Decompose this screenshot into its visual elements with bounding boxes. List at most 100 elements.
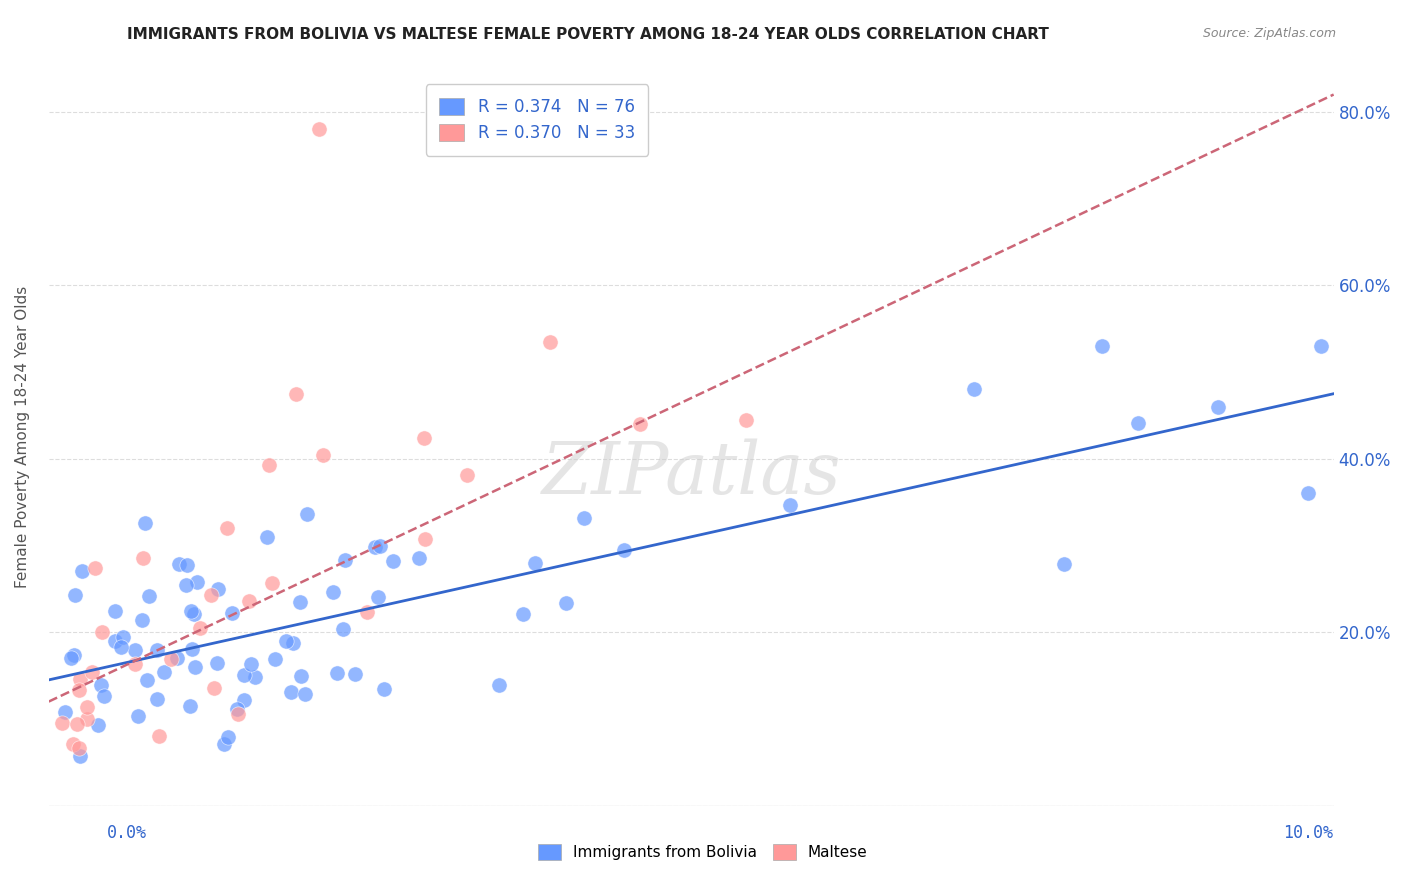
Point	[280, 685, 302, 699]
Point	[179, 698, 201, 713]
Point	[124, 657, 146, 671]
Point	[67, 740, 90, 755]
Point	[183, 607, 205, 622]
Point	[262, 576, 284, 591]
Point	[91, 624, 114, 639]
Point	[288, 595, 311, 609]
Text: 10.0%: 10.0%	[1282, 824, 1333, 842]
Point	[221, 606, 243, 620]
Point	[53, 705, 76, 719]
Point	[256, 530, 278, 544]
Point	[232, 667, 254, 681]
Point	[297, 507, 319, 521]
Point	[1206, 400, 1229, 414]
Point	[554, 596, 576, 610]
Point	[51, 715, 73, 730]
Point	[145, 642, 167, 657]
Point	[257, 458, 280, 472]
Point	[308, 122, 330, 136]
Point	[456, 468, 478, 483]
Text: 0.0%: 0.0%	[107, 824, 146, 842]
Point	[76, 712, 98, 726]
Point	[200, 589, 222, 603]
Point	[80, 665, 103, 680]
Point	[167, 558, 190, 572]
Point	[779, 499, 801, 513]
Point	[65, 717, 87, 731]
Point	[322, 585, 344, 599]
Point	[332, 622, 354, 636]
Point	[134, 516, 156, 531]
Point	[326, 665, 349, 680]
Point	[159, 652, 181, 666]
Point	[176, 577, 198, 591]
Text: IMMIGRANTS FROM BOLIVIA VS MALTESE FEMALE POVERTY AMONG 18-24 YEAR OLDS CORRELAT: IMMIGRANTS FROM BOLIVIA VS MALTESE FEMAL…	[127, 27, 1049, 42]
Point	[1091, 339, 1114, 353]
Point	[538, 334, 561, 349]
Point	[367, 590, 389, 604]
Point	[488, 678, 510, 692]
Point	[131, 613, 153, 627]
Point	[60, 651, 83, 665]
Point	[69, 749, 91, 764]
Point	[1126, 416, 1149, 430]
Text: ZIPatlas: ZIPatlas	[541, 439, 841, 509]
Point	[217, 520, 239, 534]
Point	[67, 683, 90, 698]
Point	[240, 657, 263, 671]
Point	[104, 633, 127, 648]
Point	[312, 449, 335, 463]
Point	[188, 621, 211, 635]
Point	[572, 511, 595, 525]
Point	[408, 550, 430, 565]
Point	[1053, 558, 1076, 572]
Point	[87, 718, 110, 732]
Point	[104, 604, 127, 618]
Point	[186, 574, 208, 589]
Point	[138, 589, 160, 603]
Point	[628, 417, 651, 431]
Point	[415, 532, 437, 546]
Point	[264, 652, 287, 666]
Point	[69, 673, 91, 687]
Point	[294, 687, 316, 701]
Point	[70, 564, 93, 578]
Y-axis label: Female Poverty Among 18-24 Year Olds: Female Poverty Among 18-24 Year Olds	[15, 286, 30, 588]
Point	[135, 673, 157, 688]
Point	[153, 665, 176, 679]
Point	[1296, 486, 1319, 500]
Point	[212, 737, 235, 751]
Point	[90, 678, 112, 692]
Point	[131, 550, 153, 565]
Point	[335, 552, 357, 566]
Point	[124, 643, 146, 657]
Point	[111, 630, 134, 644]
Point	[368, 539, 391, 553]
Point	[373, 681, 395, 696]
Point	[238, 593, 260, 607]
Point	[207, 582, 229, 597]
Point	[613, 543, 636, 558]
Point	[381, 554, 404, 568]
Point	[76, 700, 98, 714]
Point	[735, 413, 758, 427]
Point	[93, 689, 115, 703]
Point	[356, 605, 378, 619]
Point	[281, 636, 304, 650]
Point	[243, 670, 266, 684]
Point	[176, 558, 198, 573]
Point	[963, 383, 986, 397]
Point	[232, 692, 254, 706]
Text: Source: ZipAtlas.com: Source: ZipAtlas.com	[1202, 27, 1336, 40]
Point	[180, 642, 202, 657]
Point	[364, 540, 387, 554]
Point	[412, 431, 434, 445]
Point	[344, 667, 367, 681]
Point	[207, 657, 229, 671]
Point	[145, 692, 167, 706]
Point	[226, 702, 249, 716]
Point	[166, 651, 188, 665]
Point	[62, 737, 84, 751]
Point	[1309, 339, 1331, 353]
Point	[290, 668, 312, 682]
